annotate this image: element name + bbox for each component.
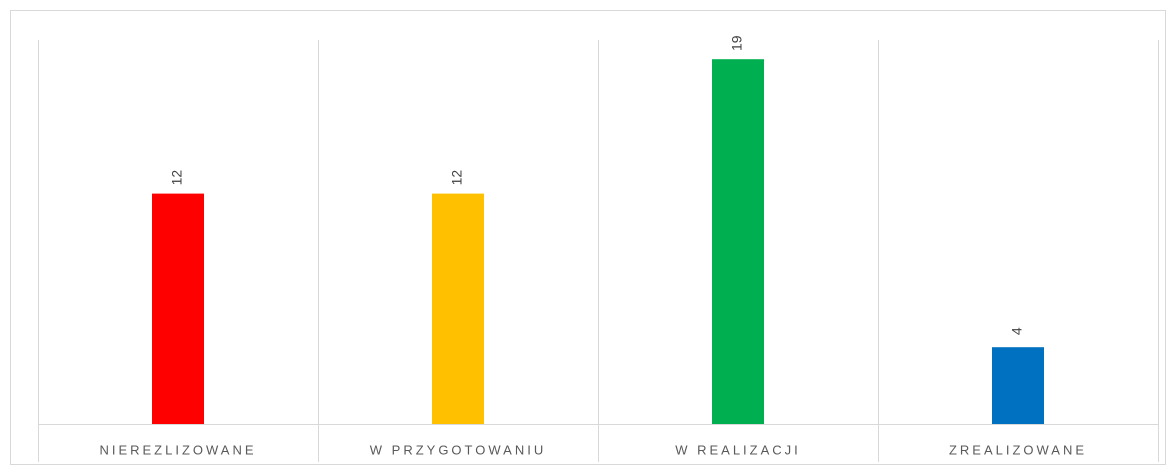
bar [992,347,1044,424]
bar [152,193,204,424]
x-tick-label: W PRZYGOTOWANIU [370,442,546,457]
data-label: 12 [449,170,465,186]
x-tick-label: NIEREZLIZOWANE [99,442,256,457]
x-tick-label: W REALIZACJI [675,442,801,457]
bar [712,59,764,424]
data-label: 4 [1009,327,1025,335]
data-label: 19 [729,35,745,51]
x-tick-label: ZREALIZOWANE [949,442,1087,457]
data-label: 12 [169,170,185,186]
bar [432,193,484,424]
